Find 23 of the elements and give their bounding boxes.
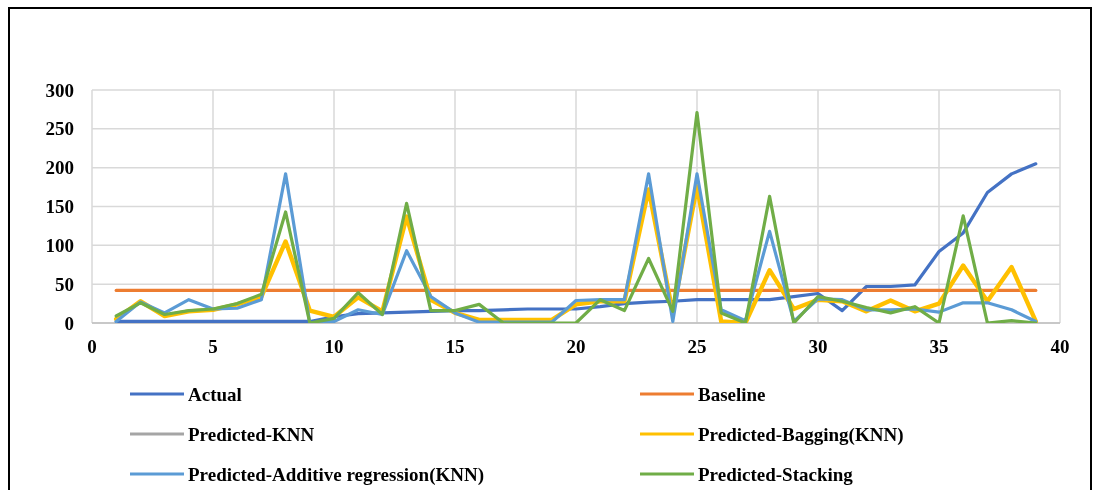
x-tick-label: 35 xyxy=(929,336,949,357)
y-tick-label: 50 xyxy=(55,273,74,295)
legend-label: Predicted-Stacking xyxy=(698,463,854,485)
legend-label: Predicted-Bagging(KNN) xyxy=(698,423,904,446)
y-tick-label: 150 xyxy=(45,196,74,218)
x-tick-label: 15 xyxy=(445,336,465,357)
y-tick-label: 300 xyxy=(45,79,74,101)
x-tick-label: 5 xyxy=(208,336,218,357)
x-tick-label: 10 xyxy=(324,336,344,357)
line-series xyxy=(114,110,1038,323)
legend-label: Predicted-Additive regression(KNN) xyxy=(188,463,485,486)
legend-label: Actual xyxy=(188,383,242,405)
legend-label: Baseline xyxy=(698,383,766,405)
y-tick-label: 200 xyxy=(45,157,74,179)
y-tick-label: 100 xyxy=(45,234,74,256)
x-tick-label: 40 xyxy=(1050,336,1070,357)
legend-label: Predicted-KNN xyxy=(188,423,315,445)
x-tick-label: 25 xyxy=(687,336,707,357)
x-tick-label: 0 xyxy=(87,336,97,357)
x-tick-label: 20 xyxy=(566,336,586,357)
y-tick-label: 250 xyxy=(45,118,74,140)
y-tick-label: 0 xyxy=(64,312,74,334)
x-tick-label: 30 xyxy=(808,336,828,357)
